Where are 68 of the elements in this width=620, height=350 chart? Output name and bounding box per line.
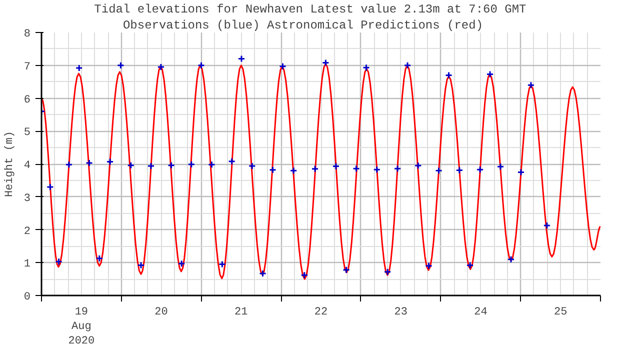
point — [86, 159, 93, 167]
point — [527, 81, 535, 89]
point — [259, 270, 267, 278]
point — [188, 160, 196, 168]
point — [238, 55, 246, 63]
y-tick-label: 2 — [24, 226, 31, 238]
point — [228, 158, 236, 166]
x-tick-label: 20 — [154, 306, 168, 318]
point — [362, 64, 370, 72]
point — [178, 260, 186, 268]
point — [384, 268, 392, 276]
point — [157, 63, 165, 71]
y-axis-title: Height (m) — [4, 130, 16, 198]
point — [476, 166, 484, 174]
point — [218, 260, 226, 268]
point — [127, 162, 135, 170]
point — [507, 256, 515, 264]
chart-subtitle: Observations (blue) Astronomical Predictions (red) — [122, 18, 484, 32]
point — [352, 164, 360, 172]
y-tick-label: 5 — [24, 127, 31, 140]
x-tick-label: 19 Aug 2020 — [68, 306, 95, 348]
point — [106, 158, 114, 166]
x-tick-label: 25 — [554, 306, 568, 318]
point — [456, 166, 464, 174]
point — [116, 62, 124, 70]
y-tick-label: 7 — [24, 61, 31, 74]
x-tick-label: 24 — [474, 306, 488, 318]
point — [55, 258, 63, 266]
y-tick-label: 6 — [24, 94, 31, 106]
x-tick-label: 23 — [394, 306, 408, 318]
x-tick-label: 22 — [314, 306, 328, 318]
chart-title: Tidal elevations for Newhaven Latest value 2.13m at 7:60 GMT — [94, 2, 526, 16]
x-tick-label: 21 — [234, 306, 248, 318]
point — [394, 164, 402, 172]
point — [466, 262, 474, 270]
point — [278, 62, 286, 70]
point — [311, 165, 319, 173]
point — [445, 71, 453, 79]
point — [414, 162, 422, 170]
point — [96, 254, 104, 262]
point — [248, 162, 256, 170]
y-tick-label: 4 — [24, 160, 31, 172]
point — [168, 162, 176, 170]
y-tick-label: 3 — [24, 192, 31, 205]
y-tick-label: 1 — [24, 258, 31, 271]
point — [496, 162, 504, 170]
point — [269, 166, 277, 174]
point — [322, 58, 330, 66]
point — [208, 160, 216, 168]
point — [435, 166, 443, 174]
point — [46, 183, 54, 191]
point — [517, 168, 525, 176]
point — [75, 64, 83, 72]
point — [290, 166, 298, 174]
point — [342, 266, 350, 274]
point — [373, 166, 381, 174]
y-tick-label: 0 — [24, 292, 31, 304]
point — [300, 271, 308, 279]
point — [197, 62, 205, 70]
point — [486, 70, 494, 78]
point — [332, 162, 340, 170]
y-tick-label: 8 — [24, 28, 31, 40]
point — [425, 262, 433, 270]
point — [147, 162, 155, 170]
point — [137, 262, 145, 270]
point — [65, 160, 73, 168]
point — [543, 222, 551, 230]
point — [404, 62, 412, 70]
